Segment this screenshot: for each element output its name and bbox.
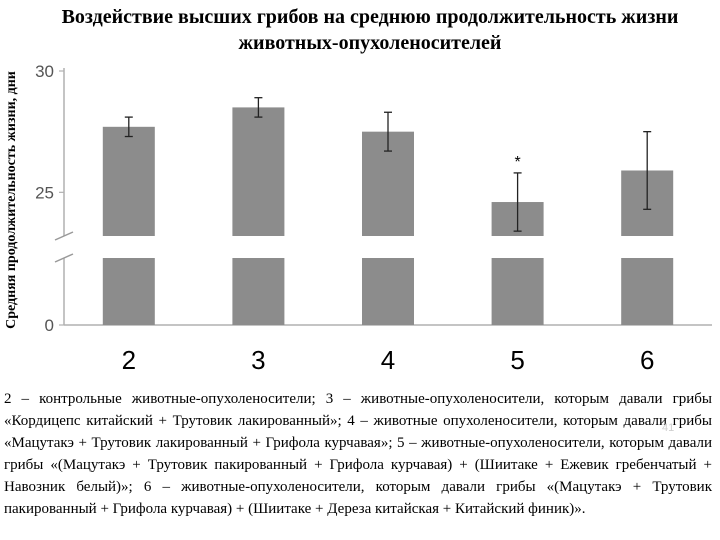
x-tick-label-6: 6 — [640, 345, 654, 375]
x-tick-label-5: 5 — [510, 345, 524, 375]
significance-mark-5: * — [514, 154, 520, 171]
page-number: 41 — [662, 422, 675, 434]
bar-lower-2 — [102, 258, 155, 325]
x-tick-label-4: 4 — [381, 345, 395, 375]
bar-upper-2 — [102, 126, 155, 236]
axis-break-mark-lower — [54, 253, 74, 263]
y-tick-label: 30 — [35, 62, 54, 81]
bar-lower-6 — [621, 258, 674, 325]
figure-caption: 2 – контрольные животные-опухоленосители… — [4, 391, 712, 517]
bar-chart: 0 25 30 2 3 4 5 * 6 — [35, 62, 712, 375]
x-tick-label-3: 3 — [251, 345, 265, 375]
bar-lower-5 — [491, 258, 544, 325]
y-tick-label: 25 — [35, 183, 54, 202]
bar-lower-3 — [232, 258, 285, 325]
chart-title: Воздействие высших грибов на среднюю про… — [61, 6, 679, 54]
y-tick-label: 0 — [45, 316, 54, 335]
bar-lower-4 — [362, 258, 414, 325]
axis-break-mark-upper — [54, 231, 74, 241]
bar-upper-3 — [232, 107, 285, 236]
x-tick-label-2: 2 — [122, 345, 136, 375]
